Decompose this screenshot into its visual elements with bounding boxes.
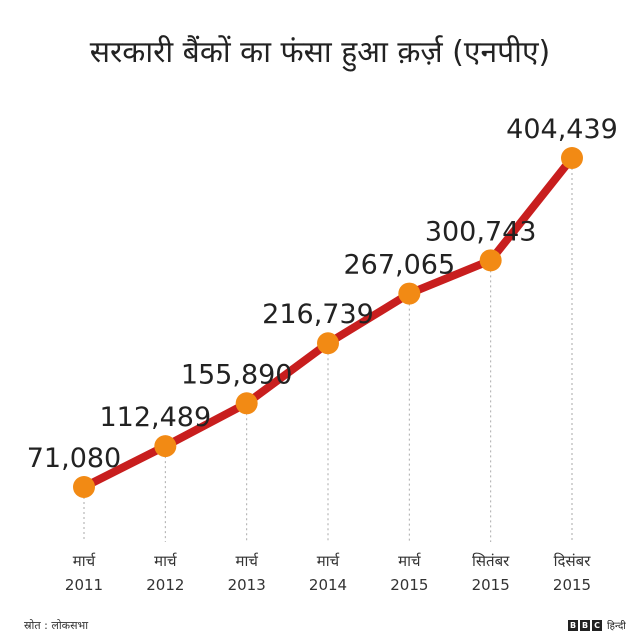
data-point bbox=[479, 249, 502, 272]
chart-title: सरकारी बैंकों का फंसा हुआ क़र्ज़ (एनपीए) bbox=[89, 35, 551, 70]
logo-letter-1: B bbox=[568, 619, 578, 631]
data-label: 71,080 bbox=[27, 443, 121, 474]
data-point bbox=[317, 332, 339, 355]
value-labels: 71,080 112,489 155,890 216,739 267,065300,74… bbox=[27, 114, 618, 474]
data-point bbox=[561, 147, 583, 169]
x-tick-label-month: मार्च bbox=[398, 552, 421, 570]
x-tick-label-year: 2015 bbox=[390, 576, 428, 594]
data-point bbox=[235, 392, 258, 415]
data-label: 404,439 bbox=[506, 114, 618, 145]
x-tick-label-year: 2015 bbox=[553, 576, 591, 594]
x-tick-label-month: मार्च bbox=[154, 552, 177, 570]
x-tick-label-year: 2012 bbox=[146, 576, 184, 594]
logo-letter-3: C bbox=[592, 619, 602, 631]
x-axis-labels: मार्च 2011 मार्च 2012 मार्च 2013 मार्च 2014 मार्… bbox=[65, 552, 591, 594]
x-tick-label-year: 2015 bbox=[472, 576, 510, 594]
logo-text: हिन्दी bbox=[607, 621, 626, 632]
data-label: 155,890 bbox=[181, 359, 293, 390]
droplines bbox=[83, 168, 573, 542]
bbc-hindi-logo: B B C हिन्दी bbox=[568, 618, 626, 632]
x-tick-label-year: 2014 bbox=[309, 576, 347, 594]
data-label: 216,739 bbox=[262, 299, 374, 330]
data-point bbox=[398, 282, 421, 305]
logo-letter-2: B bbox=[580, 619, 590, 631]
data-label: 267,065 bbox=[344, 250, 456, 281]
x-tick-label-month: सितंबर bbox=[472, 552, 510, 570]
x-tick-label-year: 2011 bbox=[65, 576, 103, 594]
x-tick-label-month: दिसंबर bbox=[554, 552, 592, 570]
x-tick-label-month: मार्च bbox=[73, 552, 96, 570]
markers bbox=[73, 147, 583, 498]
data-label: 112,489 bbox=[100, 402, 212, 433]
source-note: स्रोत : लोकसभा bbox=[24, 619, 89, 632]
data-point bbox=[154, 435, 177, 458]
x-tick-label-month: मार्च bbox=[235, 552, 258, 570]
x-tick-label-year: 2013 bbox=[228, 576, 266, 594]
x-tick-label-month: मार्च bbox=[317, 552, 340, 570]
data-point bbox=[73, 476, 95, 498]
data-label: 300,743 bbox=[425, 216, 537, 247]
